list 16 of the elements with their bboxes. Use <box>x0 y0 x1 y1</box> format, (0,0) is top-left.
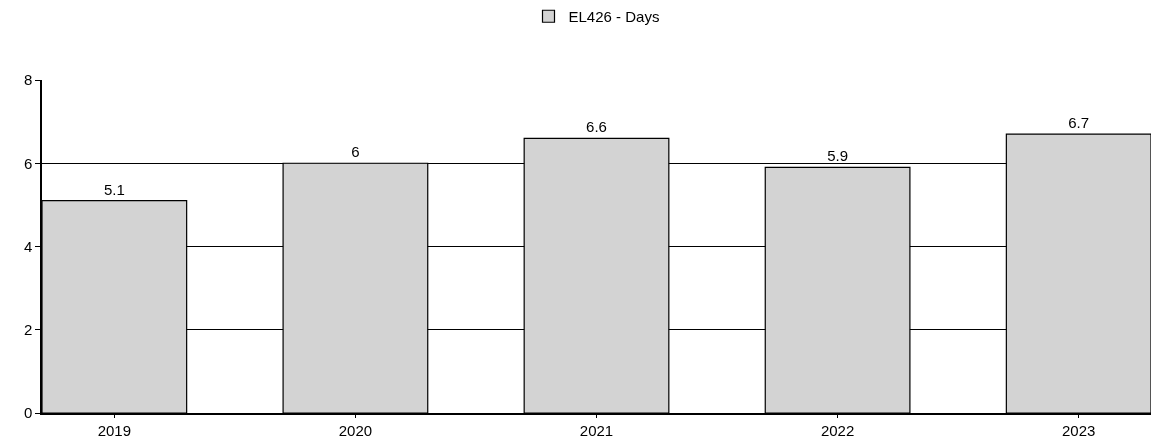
x-tick-label: 2020 <box>338 421 373 439</box>
y-tick-label: 4 <box>23 237 33 255</box>
y-tick-label: 0 <box>23 404 33 422</box>
y-tick-label: 8 <box>23 71 33 89</box>
y-tick-label: 6 <box>23 154 33 172</box>
data-label: 6.7 <box>1068 114 1090 132</box>
x-tick-label: 2023 <box>1061 421 1096 439</box>
legend-label: EL426 - Days <box>568 8 660 26</box>
data-label: 5.9 <box>827 147 849 165</box>
y-tick-label: 2 <box>23 321 33 338</box>
data-label: 5.1 <box>103 180 125 198</box>
x-tick-label: 2019 <box>97 421 132 439</box>
data-label: 6 <box>351 143 360 161</box>
x-tick-label: 2022 <box>820 421 855 439</box>
x-tick-label: 2021 <box>579 421 614 439</box>
data-label: 6.6 <box>586 118 607 136</box>
